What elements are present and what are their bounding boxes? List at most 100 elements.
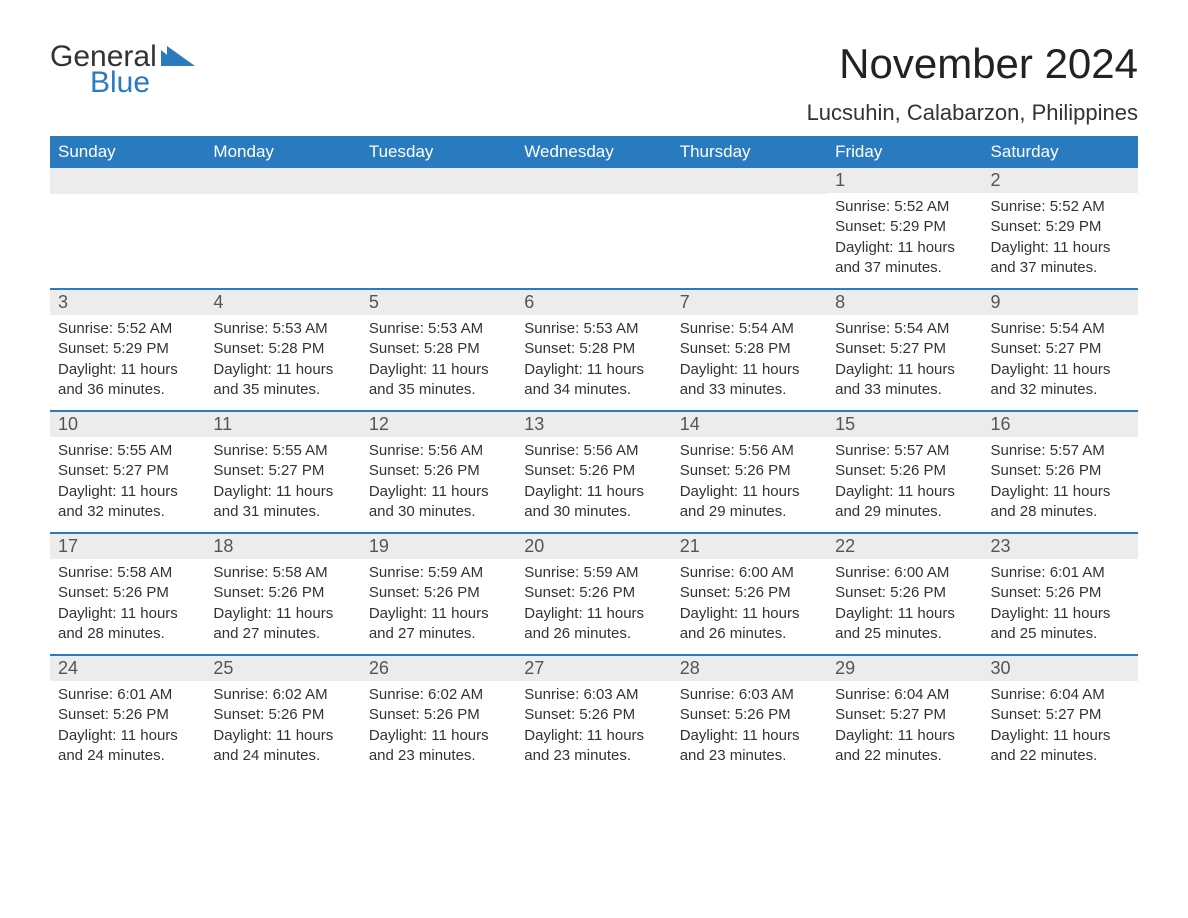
daylight-text: Daylight: 11 hours and 23 minutes.: [680, 726, 819, 767]
sunrise-text: Sunrise: 6:02 AM: [369, 685, 508, 705]
day-details: Sunrise: 5:54 AMSunset: 5:28 PMDaylight:…: [672, 315, 827, 410]
day-number: 2: [983, 168, 1138, 193]
daylight-text: Daylight: 11 hours and 22 minutes.: [991, 726, 1130, 767]
calendar-cell: 25Sunrise: 6:02 AMSunset: 5:26 PMDayligh…: [205, 654, 360, 776]
day-number: 22: [827, 532, 982, 559]
calendar-cell: 11Sunrise: 5:55 AMSunset: 5:27 PMDayligh…: [205, 410, 360, 532]
day-details: Sunrise: 5:54 AMSunset: 5:27 PMDaylight:…: [983, 315, 1138, 410]
day-number: 25: [205, 654, 360, 681]
sunrise-text: Sunrise: 5:52 AM: [835, 197, 974, 217]
sunrise-text: Sunrise: 5:54 AM: [835, 319, 974, 339]
calendar-week-row: 24Sunrise: 6:01 AMSunset: 5:26 PMDayligh…: [50, 654, 1138, 776]
day-number: 4: [205, 288, 360, 315]
calendar-week-row: 10Sunrise: 5:55 AMSunset: 5:27 PMDayligh…: [50, 410, 1138, 532]
sunset-text: Sunset: 5:26 PM: [524, 461, 663, 481]
sunset-text: Sunset: 5:26 PM: [991, 461, 1130, 481]
sunset-text: Sunset: 5:26 PM: [680, 583, 819, 603]
day-details: Sunrise: 6:00 AMSunset: 5:26 PMDaylight:…: [672, 559, 827, 654]
day-details: Sunrise: 6:04 AMSunset: 5:27 PMDaylight:…: [827, 681, 982, 776]
calendar-cell: [50, 168, 205, 288]
sunset-text: Sunset: 5:26 PM: [680, 461, 819, 481]
calendar-cell: 14Sunrise: 5:56 AMSunset: 5:26 PMDayligh…: [672, 410, 827, 532]
day-details: Sunrise: 5:52 AMSunset: 5:29 PMDaylight:…: [983, 193, 1138, 288]
title-block: November 2024 Lucsuhin, Calabarzon, Phil…: [807, 40, 1138, 136]
day-details: Sunrise: 6:04 AMSunset: 5:27 PMDaylight:…: [983, 681, 1138, 776]
day-details: Sunrise: 5:52 AMSunset: 5:29 PMDaylight:…: [827, 193, 982, 288]
sunrise-text: Sunrise: 6:03 AM: [680, 685, 819, 705]
day-details: Sunrise: 6:02 AMSunset: 5:26 PMDaylight:…: [205, 681, 360, 776]
day-details: Sunrise: 5:55 AMSunset: 5:27 PMDaylight:…: [205, 437, 360, 532]
calendar-cell: [205, 168, 360, 288]
day-number: 30: [983, 654, 1138, 681]
sunrise-text: Sunrise: 6:00 AM: [835, 563, 974, 583]
daylight-text: Daylight: 11 hours and 35 minutes.: [213, 360, 352, 401]
day-number: 17: [50, 532, 205, 559]
calendar-cell: 1Sunrise: 5:52 AMSunset: 5:29 PMDaylight…: [827, 168, 982, 288]
sunrise-text: Sunrise: 5:53 AM: [213, 319, 352, 339]
day-number: 10: [50, 410, 205, 437]
calendar-cell: 4Sunrise: 5:53 AMSunset: 5:28 PMDaylight…: [205, 288, 360, 410]
empty-day: [50, 168, 205, 194]
day-number: 23: [983, 532, 1138, 559]
day-details: Sunrise: 5:57 AMSunset: 5:26 PMDaylight:…: [983, 437, 1138, 532]
day-details: Sunrise: 5:55 AMSunset: 5:27 PMDaylight:…: [50, 437, 205, 532]
sunset-text: Sunset: 5:27 PM: [58, 461, 197, 481]
daylight-text: Daylight: 11 hours and 22 minutes.: [835, 726, 974, 767]
day-details: Sunrise: 5:59 AMSunset: 5:26 PMDaylight:…: [516, 559, 671, 654]
daylight-text: Daylight: 11 hours and 33 minutes.: [680, 360, 819, 401]
location-text: Lucsuhin, Calabarzon, Philippines: [807, 100, 1138, 126]
day-details: Sunrise: 5:56 AMSunset: 5:26 PMDaylight:…: [516, 437, 671, 532]
sunrise-text: Sunrise: 5:55 AM: [58, 441, 197, 461]
daylight-text: Daylight: 11 hours and 25 minutes.: [991, 604, 1130, 645]
day-number: 1: [827, 168, 982, 193]
sunset-text: Sunset: 5:29 PM: [835, 217, 974, 237]
empty-day: [205, 168, 360, 194]
sunset-text: Sunset: 5:29 PM: [58, 339, 197, 359]
day-number: 21: [672, 532, 827, 559]
day-header: Monday: [205, 136, 360, 168]
day-number: 8: [827, 288, 982, 315]
sunset-text: Sunset: 5:27 PM: [991, 705, 1130, 725]
daylight-text: Daylight: 11 hours and 35 minutes.: [369, 360, 508, 401]
day-details: Sunrise: 5:56 AMSunset: 5:26 PMDaylight:…: [672, 437, 827, 532]
day-header: Tuesday: [361, 136, 516, 168]
calendar-cell: 29Sunrise: 6:04 AMSunset: 5:27 PMDayligh…: [827, 654, 982, 776]
day-details: Sunrise: 6:01 AMSunset: 5:26 PMDaylight:…: [50, 681, 205, 776]
calendar-cell: 16Sunrise: 5:57 AMSunset: 5:26 PMDayligh…: [983, 410, 1138, 532]
sunset-text: Sunset: 5:26 PM: [680, 705, 819, 725]
calendar-cell: 24Sunrise: 6:01 AMSunset: 5:26 PMDayligh…: [50, 654, 205, 776]
daylight-text: Daylight: 11 hours and 28 minutes.: [58, 604, 197, 645]
day-details: Sunrise: 6:01 AMSunset: 5:26 PMDaylight:…: [983, 559, 1138, 654]
day-number: 24: [50, 654, 205, 681]
calendar-cell: 26Sunrise: 6:02 AMSunset: 5:26 PMDayligh…: [361, 654, 516, 776]
calendar-cell: 23Sunrise: 6:01 AMSunset: 5:26 PMDayligh…: [983, 532, 1138, 654]
sunrise-text: Sunrise: 5:56 AM: [369, 441, 508, 461]
sunrise-text: Sunrise: 5:59 AM: [369, 563, 508, 583]
day-number: 28: [672, 654, 827, 681]
calendar-cell: [361, 168, 516, 288]
sunrise-text: Sunrise: 5:52 AM: [991, 197, 1130, 217]
calendar-cell: 3Sunrise: 5:52 AMSunset: 5:29 PMDaylight…: [50, 288, 205, 410]
day-details: Sunrise: 5:54 AMSunset: 5:27 PMDaylight:…: [827, 315, 982, 410]
daylight-text: Daylight: 11 hours and 24 minutes.: [58, 726, 197, 767]
daylight-text: Daylight: 11 hours and 32 minutes.: [991, 360, 1130, 401]
sunset-text: Sunset: 5:26 PM: [369, 461, 508, 481]
day-details: Sunrise: 5:53 AMSunset: 5:28 PMDaylight:…: [205, 315, 360, 410]
daylight-text: Daylight: 11 hours and 29 minutes.: [680, 482, 819, 523]
day-number: 16: [983, 410, 1138, 437]
day-details: Sunrise: 6:03 AMSunset: 5:26 PMDaylight:…: [672, 681, 827, 776]
daylight-text: Daylight: 11 hours and 23 minutes.: [524, 726, 663, 767]
page-header: General Blue November 2024 Lucsuhin, Cal…: [50, 40, 1138, 136]
calendar-cell: 18Sunrise: 5:58 AMSunset: 5:26 PMDayligh…: [205, 532, 360, 654]
sunrise-text: Sunrise: 5:54 AM: [680, 319, 819, 339]
daylight-text: Daylight: 11 hours and 36 minutes.: [58, 360, 197, 401]
empty-day: [361, 168, 516, 194]
calendar-cell: 10Sunrise: 5:55 AMSunset: 5:27 PMDayligh…: [50, 410, 205, 532]
day-number: 3: [50, 288, 205, 315]
sunrise-text: Sunrise: 5:54 AM: [991, 319, 1130, 339]
daylight-text: Daylight: 11 hours and 34 minutes.: [524, 360, 663, 401]
day-number: 26: [361, 654, 516, 681]
day-details: Sunrise: 6:03 AMSunset: 5:26 PMDaylight:…: [516, 681, 671, 776]
sunset-text: Sunset: 5:26 PM: [213, 705, 352, 725]
daylight-text: Daylight: 11 hours and 31 minutes.: [213, 482, 352, 523]
